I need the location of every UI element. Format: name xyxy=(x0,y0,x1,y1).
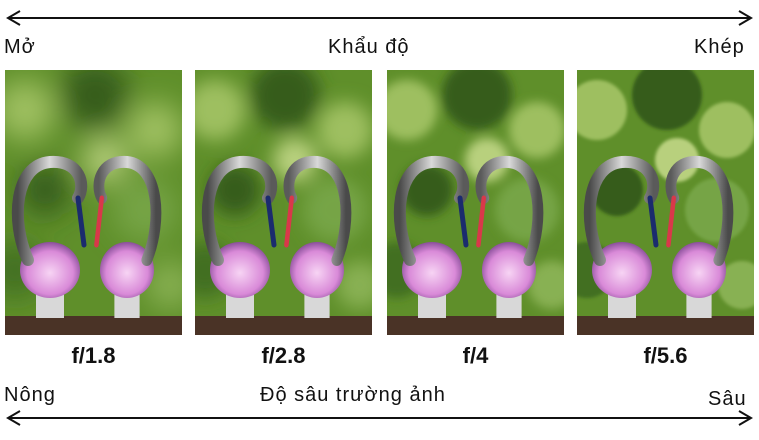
f-number-label: f/1.8 xyxy=(71,343,116,368)
f-number-label: f/5.6 xyxy=(643,343,688,368)
f-number-label: f/2.8 xyxy=(261,343,306,368)
aperture-open-label: Mở xyxy=(4,36,36,58)
aperture-title: Khẩu độ xyxy=(328,36,410,58)
f-number-label: f/4 xyxy=(462,343,489,368)
photo-aperture-3 xyxy=(387,70,564,335)
depth-of-field-arrow xyxy=(6,410,753,426)
photo-aperture-2 xyxy=(195,70,372,335)
photo-aperture-4 xyxy=(577,70,754,335)
aperture-arrow xyxy=(6,10,753,26)
aperture-closed-label: Khép xyxy=(694,36,745,58)
photo-aperture-1 xyxy=(5,70,182,335)
dof-deep-label: Sâu xyxy=(708,388,747,410)
dof-shallow-label: Nông xyxy=(4,384,56,406)
dof-title: Độ sâu trường ảnh xyxy=(260,384,446,406)
